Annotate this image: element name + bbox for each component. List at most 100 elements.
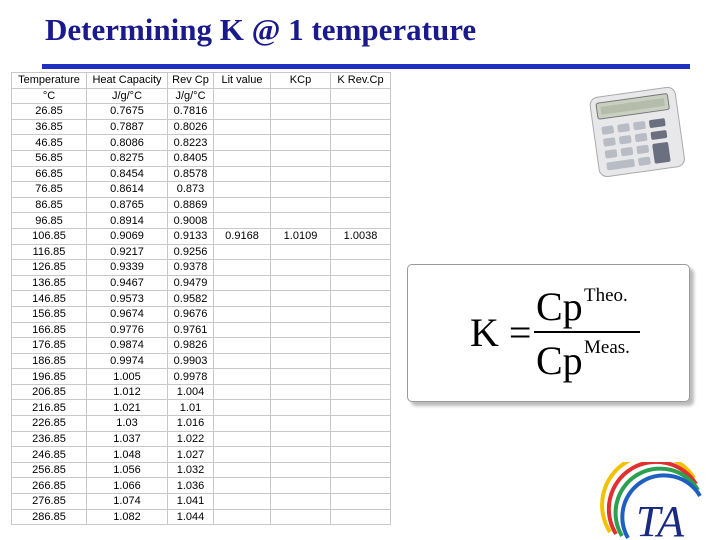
table-cell: 0.9582 xyxy=(167,290,214,307)
numerator-base: Cp xyxy=(536,284,583,329)
table-cell xyxy=(330,212,391,229)
table-cell: 0.8765 xyxy=(86,196,168,214)
table-cell: 1.021 xyxy=(86,399,168,417)
table-cell: 0.7816 xyxy=(167,103,214,120)
table-cell: 0.8614 xyxy=(86,181,168,198)
table-cell: Heat Capacity xyxy=(86,72,168,89)
table-cell xyxy=(330,243,391,261)
table-cell: 0.9479 xyxy=(167,274,214,292)
table-cell: 0.9467 xyxy=(86,274,168,292)
table-cell xyxy=(270,415,331,432)
table-cell: 66.85 xyxy=(11,165,87,183)
data-table: Temperature Heat Capacity Rev Cp Lit value K… xyxy=(11,72,391,526)
table-cell xyxy=(213,399,271,417)
table-cell xyxy=(213,103,271,120)
table-cell: 0.9069 xyxy=(86,227,168,245)
table-cell: 0.9008 xyxy=(167,212,214,229)
table-cell: 0.9133 xyxy=(167,227,214,245)
table-cell: 116.85 xyxy=(11,243,87,261)
table-cell xyxy=(270,290,331,307)
table-row: 76.85 0.8614 0.873 xyxy=(11,181,391,198)
table-row: 66.85 0.8454 0.8578 xyxy=(11,165,391,183)
table-cell xyxy=(213,181,271,198)
table-row: 246.85 1.048 1.027 xyxy=(11,446,391,463)
table-row: 256.85 1.056 1.032 xyxy=(11,461,391,479)
table-row: 116.85 0.9217 0.9256 xyxy=(11,243,391,261)
table-cell xyxy=(330,134,391,151)
table-cell xyxy=(330,368,391,385)
table-cell: 1.056 xyxy=(86,461,168,479)
table-cell xyxy=(330,446,391,463)
table-cell xyxy=(213,383,271,401)
table-cell xyxy=(270,87,331,105)
table-cell: 1.032 xyxy=(167,461,214,479)
table-cell xyxy=(213,337,271,354)
table-cell: 1.037 xyxy=(86,430,168,448)
table-cell xyxy=(213,149,271,167)
table-cell xyxy=(270,196,331,214)
table-cell xyxy=(270,508,331,526)
table-cell xyxy=(330,430,391,448)
table-cell xyxy=(213,259,271,276)
table-cell: 0.9974 xyxy=(86,352,168,370)
table-cell: 1.027 xyxy=(167,446,214,463)
table-cell: 0.9168 xyxy=(213,227,271,245)
table-cell xyxy=(213,415,271,432)
table-cell xyxy=(330,493,391,510)
table-cell xyxy=(330,415,391,432)
table-cell xyxy=(330,383,391,401)
table-cell xyxy=(213,430,271,448)
table-cell xyxy=(213,493,271,510)
table-cell xyxy=(330,352,391,370)
table-cell: 26.85 xyxy=(11,103,87,120)
table-cell xyxy=(270,321,331,339)
table-cell: 1.0109 xyxy=(270,227,331,245)
table-cell xyxy=(330,165,391,183)
calculator-icon xyxy=(589,86,685,178)
table-cell xyxy=(213,305,271,323)
table-cell xyxy=(270,446,331,463)
denominator-base: Cp xyxy=(536,338,583,383)
table-cell: 1.036 xyxy=(167,477,214,495)
title-rule xyxy=(42,64,690,69)
table-cell xyxy=(270,165,331,183)
table-cell: 1.074 xyxy=(86,493,168,510)
table-cell: 1.03 xyxy=(86,415,168,432)
table-cell: 0.9217 xyxy=(86,243,168,261)
table-cell: 1.0038 xyxy=(330,227,391,245)
table-cell: 0.9674 xyxy=(86,305,168,323)
table-row: 286.85 1.082 1.044 xyxy=(11,508,391,526)
table-cell: °C xyxy=(11,87,87,105)
table-cell xyxy=(330,181,391,198)
table-row: 186.85 0.9974 0.9903 xyxy=(11,352,391,370)
table-row: 46.85 0.8086 0.8223 xyxy=(11,134,391,151)
table-row: 206.85 1.012 1.004 xyxy=(11,383,391,401)
table-cell xyxy=(330,274,391,292)
table-row: 166.85 0.9776 0.9761 xyxy=(11,321,391,339)
table-row: 276.85 1.074 1.041 xyxy=(11,493,391,510)
table-cell: Rev Cp xyxy=(167,72,214,89)
table-cell xyxy=(330,477,391,495)
table-cell xyxy=(270,259,331,276)
table-cell: 0.9903 xyxy=(167,352,214,370)
table-cell: 0.9776 xyxy=(86,321,168,339)
table-cell: 0.7675 xyxy=(86,103,168,120)
table-cell: 1.016 xyxy=(167,415,214,432)
table-cell: 0.873 xyxy=(167,181,214,198)
table-cell: 86.85 xyxy=(11,196,87,214)
formula-lhs: K = xyxy=(470,310,532,355)
table-cell: 176.85 xyxy=(11,337,87,354)
table-cell xyxy=(213,508,271,526)
table-cell: 266.85 xyxy=(11,477,87,495)
units-row: °C J/g/°C J/g/°C xyxy=(11,87,391,105)
table-cell: 0.8869 xyxy=(167,196,214,214)
table-cell: 0.9378 xyxy=(167,259,214,276)
table-cell: 1.004 xyxy=(167,383,214,401)
header-row: Temperature Heat Capacity Rev Cp Lit value K… xyxy=(11,72,391,89)
table-cell: Temperature xyxy=(11,72,87,89)
table-cell: 0.9573 xyxy=(86,290,168,307)
table-cell xyxy=(270,243,331,261)
table-row: 136.85 0.9467 0.9479 xyxy=(11,274,391,292)
table-cell xyxy=(270,461,331,479)
table-cell: 1.005 xyxy=(86,368,168,385)
